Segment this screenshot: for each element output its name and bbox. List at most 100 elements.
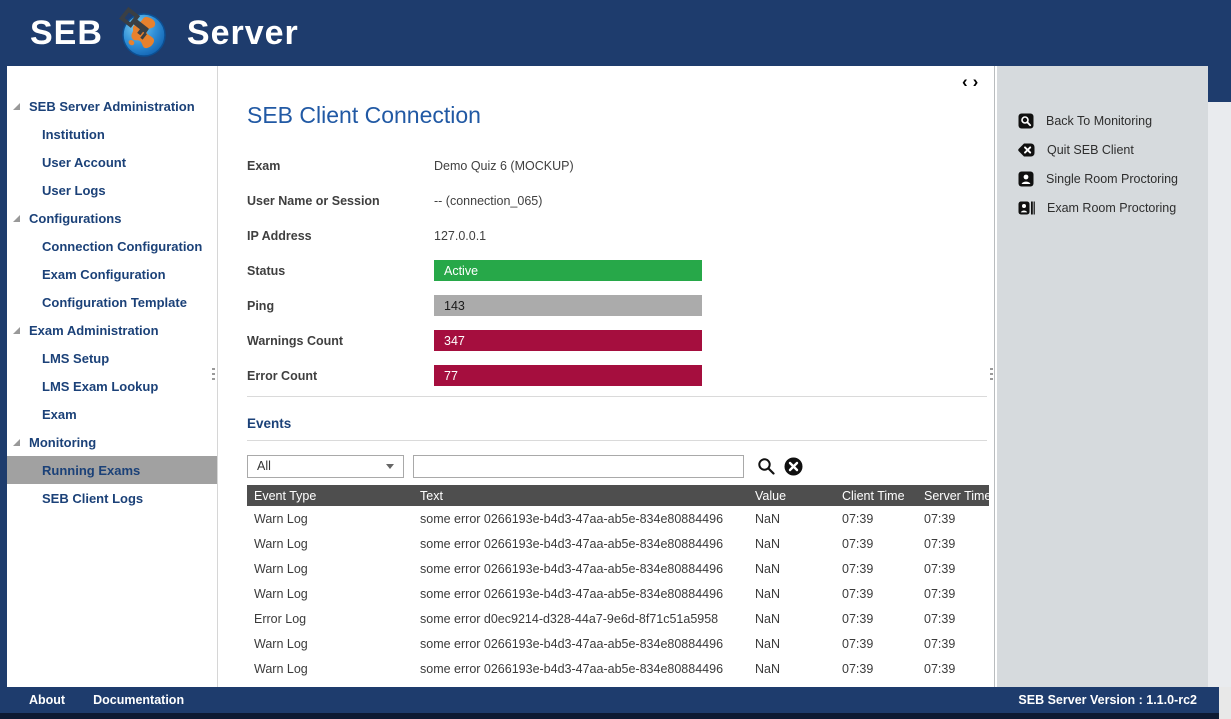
- frame-right-strip: [1208, 102, 1231, 687]
- connection-details: Exam Demo Quiz 6 (MOCKUP) User Name or S…: [247, 148, 993, 393]
- app-header: SEB Server: [0, 0, 1231, 66]
- sidebar-item-user-account[interactable]: User Account: [42, 154, 127, 170]
- quit-seb-client-button[interactable]: Quit SEB Client: [997, 135, 1208, 164]
- field-label: Error Count: [247, 368, 318, 383]
- brand-seb-text: SEB: [30, 13, 103, 52]
- sidebar-resize-sash[interactable]: [217, 66, 218, 687]
- events-table: Event Type Text Value Client Time Server…: [247, 485, 989, 681]
- events-search-input[interactable]: [413, 454, 744, 478]
- field-user-name-or-session: User Name or Session -- (connection_065): [247, 183, 993, 218]
- table-row[interactable]: Warn Log some error 0266193e-b4d3-47aa-a…: [247, 631, 989, 656]
- app-footer: About Documentation SEB Server Version :…: [0, 687, 1219, 713]
- action-label: Quit SEB Client: [1047, 142, 1134, 157]
- cell-client-time: 07:39: [842, 561, 874, 576]
- sash-grip-icon[interactable]: [212, 368, 215, 383]
- sidebar-item-configuration-template[interactable]: Configuration Template: [42, 294, 187, 310]
- sidebar-item-institution[interactable]: Institution: [42, 126, 105, 142]
- cell-client-time: 07:39: [842, 611, 874, 626]
- col-client-time[interactable]: Client Time: [842, 488, 905, 503]
- cell-text: some error 0266193e-b4d3-47aa-ab5e-834e8…: [420, 536, 724, 551]
- table-row[interactable]: Warn Log some error 0266193e-b4d3-47aa-a…: [247, 531, 989, 556]
- events-filter-bar: All: [247, 454, 993, 478]
- single-room-proctoring-button[interactable]: Single Room Proctoring: [997, 164, 1208, 193]
- field-label: Status: [247, 263, 286, 278]
- section-divider: [247, 396, 987, 397]
- event-type-filter-dropdown[interactable]: All: [247, 454, 404, 478]
- documentation-link[interactable]: Documentation: [93, 693, 185, 707]
- frame-corner-top-right: [1208, 66, 1231, 102]
- cell-event-type: Warn Log: [254, 636, 308, 651]
- cell-server-time: 07:39: [924, 536, 956, 551]
- cell-value: NaN: [755, 561, 781, 576]
- main-panel: SEB Client Connection Exam Demo Quiz 6 (…: [222, 66, 993, 687]
- cell-text: some error d0ec9214-d328-44a7-9e6d-8f71c…: [420, 611, 719, 626]
- sidebar-item-lms-exam-lookup[interactable]: LMS Exam Lookup: [42, 378, 159, 394]
- events-table-header[interactable]: Event Type Text Value Client Time Server…: [247, 485, 989, 506]
- sidebar-section-label: Monitoring: [29, 434, 97, 450]
- cell-event-type: Warn Log: [254, 661, 308, 676]
- table-row[interactable]: Warn Log some error 0266193e-b4d3-47aa-a…: [247, 656, 989, 681]
- actions-resize-sash[interactable]: [994, 66, 995, 687]
- cell-text: some error 0266193e-b4d3-47aa-ab5e-834e8…: [420, 661, 724, 676]
- cell-text: some error 0266193e-b4d3-47aa-ab5e-834e8…: [420, 511, 724, 526]
- ping-badge-text: 143: [444, 298, 465, 313]
- field-label: User Name or Session: [247, 193, 380, 208]
- action-label: Back To Monitoring: [1046, 113, 1153, 128]
- sash-grip-icon[interactable]: [990, 368, 993, 383]
- field-ip-address: IP Address 127.0.0.1: [247, 218, 993, 253]
- sidebar-section-label: SEB Server Administration: [29, 98, 195, 114]
- field-value: 127.0.0.1: [434, 228, 487, 243]
- brand-server-text: Server: [186, 13, 299, 52]
- pager-prev-icon[interactable]: ‹: [962, 72, 968, 91]
- search-icon[interactable]: [757, 457, 775, 475]
- sidebar-item-exam[interactable]: Exam: [42, 406, 77, 422]
- sidebar-section-exam-administration[interactable]: Exam Administration: [7, 316, 218, 344]
- footer-corner: [1219, 687, 1231, 719]
- sidebar-item-running-exams[interactable]: Running Exams: [7, 456, 218, 484]
- sidebar-item-seb-client-logs[interactable]: SEB Client Logs: [42, 490, 144, 506]
- cell-event-type: Warn Log: [254, 561, 308, 576]
- sidebar-item-user-logs[interactable]: User Logs: [42, 182, 106, 198]
- table-row[interactable]: Warn Log some error 0266193e-b4d3-47aa-a…: [247, 581, 989, 606]
- sidebar-nav: SEB Server Administration Institution Us…: [7, 66, 218, 687]
- field-exam: Exam Demo Quiz 6 (MOCKUP): [247, 148, 993, 183]
- table-row[interactable]: Error Log some error d0ec9214-d328-44a7-…: [247, 606, 989, 631]
- col-event-type[interactable]: Event Type: [254, 488, 317, 503]
- cell-client-time: 07:39: [842, 536, 874, 551]
- clear-search-icon[interactable]: [784, 457, 803, 476]
- col-text[interactable]: Text: [420, 488, 443, 503]
- table-row[interactable]: Warn Log some error 0266193e-b4d3-47aa-a…: [247, 506, 989, 531]
- events-divider: [247, 440, 987, 441]
- pager-next-icon[interactable]: ›: [972, 72, 979, 91]
- field-label: IP Address: [247, 228, 312, 243]
- cell-server-time: 07:39: [924, 636, 956, 651]
- cell-event-type: Error Log: [254, 611, 307, 626]
- page-title: SEB Client Connection: [247, 102, 481, 128]
- chevron-down-icon: [386, 463, 394, 469]
- cell-value: NaN: [755, 536, 781, 551]
- sidebar-item-lms-setup[interactable]: LMS Setup: [42, 350, 110, 366]
- status-badge: Active: [434, 260, 702, 281]
- table-row[interactable]: Warn Log some error 0266193e-b4d3-47aa-a…: [247, 556, 989, 581]
- sidebar-section-monitoring[interactable]: Monitoring: [7, 428, 218, 456]
- sidebar-item-connection-configuration[interactable]: Connection Configuration: [42, 238, 203, 254]
- exam-room-proctoring-button[interactable]: Exam Room Proctoring: [997, 193, 1208, 222]
- cell-client-time: 07:39: [842, 511, 874, 526]
- cell-text: some error 0266193e-b4d3-47aa-ab5e-834e8…: [420, 586, 724, 601]
- about-link[interactable]: About: [29, 693, 66, 707]
- cell-value: NaN: [755, 636, 781, 651]
- sidebar-section-seb-server-administration[interactable]: SEB Server Administration: [7, 92, 218, 120]
- cell-server-time: 07:39: [924, 561, 956, 576]
- warnings-badge-text: 347: [444, 333, 465, 348]
- col-value[interactable]: Value: [755, 488, 787, 503]
- sidebar-item-exam-configuration[interactable]: Exam Configuration: [42, 266, 166, 282]
- cell-value: NaN: [755, 586, 781, 601]
- col-server-time[interactable]: Server Time: [924, 488, 989, 503]
- back-to-monitoring-button[interactable]: Back To Monitoring: [997, 106, 1208, 135]
- frame-left-strip: [0, 66, 7, 687]
- events-heading: Events: [247, 416, 292, 431]
- field-value: Demo Quiz 6 (MOCKUP): [434, 158, 574, 173]
- tree-expand-icon: [13, 326, 20, 334]
- sidebar-section-configurations[interactable]: Configurations: [7, 204, 218, 232]
